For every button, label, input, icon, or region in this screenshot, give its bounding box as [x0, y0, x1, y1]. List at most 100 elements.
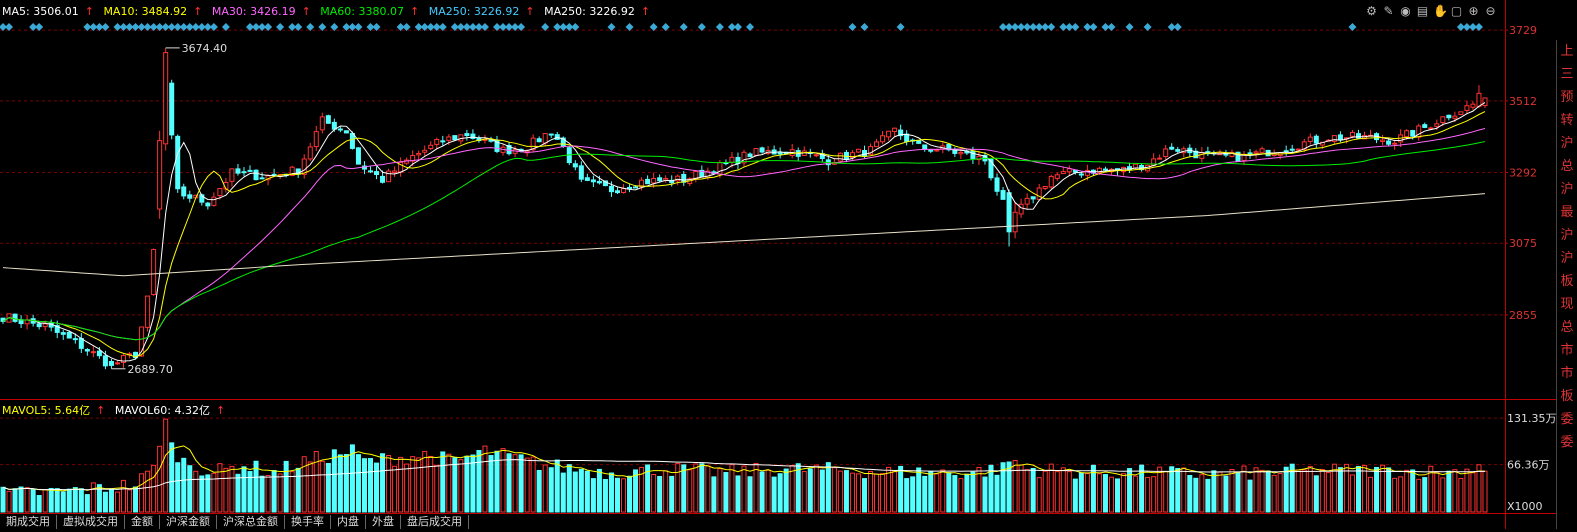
candle-body: [1030, 196, 1036, 200]
lock-icon[interactable]: ▢: [1450, 4, 1463, 18]
tab-0[interactable]: 期成交用: [0, 515, 57, 529]
tab-5[interactable]: 换手率: [285, 515, 331, 529]
volume-bar: [1127, 468, 1133, 513]
volume-bar: [590, 478, 596, 513]
hand-icon[interactable]: ✋: [1433, 4, 1448, 18]
volume-bar: [753, 462, 759, 513]
volume-bar: [1084, 473, 1090, 513]
signal-marker: [1143, 23, 1152, 31]
candle: [313, 125, 319, 152]
candle-body: [247, 169, 253, 172]
volume-bars: [0, 418, 1488, 513]
pen-icon[interactable]: ✎: [1383, 4, 1394, 18]
signal-marker: [1468, 23, 1477, 31]
candle: [175, 134, 181, 193]
ma-line-ma5: [2, 102, 1486, 362]
tab-3[interactable]: 沪深金额: [160, 515, 217, 529]
candle: [910, 138, 916, 145]
tab-6[interactable]: 内盘: [331, 515, 366, 529]
volume-bar: [651, 473, 657, 513]
candle-body: [1434, 123, 1440, 127]
extreme-annotation-label: 2689.70: [127, 363, 173, 376]
volume-bar: [657, 475, 663, 513]
candle: [572, 160, 578, 171]
candle: [1066, 165, 1072, 176]
volume-bar: [946, 472, 952, 513]
volume-bar: [90, 482, 96, 513]
volume-bar: [440, 451, 446, 513]
volume-bar: [1410, 469, 1416, 513]
volume-bar: [1235, 472, 1241, 513]
zoom-out-icon[interactable]: ⊖: [1485, 4, 1496, 18]
signal-marker: [372, 23, 381, 31]
candle: [849, 150, 855, 161]
volume-bar: [1211, 470, 1217, 513]
volume-bar: [1157, 466, 1163, 513]
candle: [904, 130, 910, 146]
signal-marker: [432, 23, 441, 31]
candle-body: [1380, 139, 1386, 142]
volume-bar: [1139, 464, 1145, 513]
candle-body: [1416, 125, 1422, 138]
volume-bar: [283, 460, 289, 513]
signal-marker: [294, 23, 303, 31]
candle-body: [114, 362, 120, 365]
right-panel-char: 委: [1560, 435, 1574, 450]
tab-1[interactable]: 虚拟成交用: [57, 515, 125, 529]
volume-bar: [663, 470, 669, 513]
candle-body: [651, 177, 657, 184]
volume-bar: [1452, 469, 1458, 513]
volume-bar: [518, 454, 524, 513]
volume-bar: [452, 457, 458, 513]
volume-bar: [1446, 470, 1452, 513]
zoom-in-icon[interactable]: ⊕: [1468, 4, 1479, 18]
signal-marker: [366, 23, 375, 31]
candle-body: [422, 149, 428, 153]
volume-bar: [0, 486, 6, 513]
volume-bar: [1392, 477, 1398, 513]
volume-bar: [1090, 464, 1096, 513]
volume-bar: [1482, 470, 1488, 513]
candle: [892, 127, 898, 137]
volume-bar: [970, 471, 976, 513]
volume-bar: [1012, 460, 1018, 513]
volume-bar: [789, 464, 795, 513]
volume-bar: [1072, 478, 1078, 513]
signal-marker: [649, 23, 658, 31]
tab-2[interactable]: 金额: [125, 515, 160, 529]
tab-4[interactable]: 沪深总金额: [217, 515, 285, 529]
candle-body: [1452, 115, 1458, 119]
candle-body: [1404, 130, 1410, 138]
candle: [614, 187, 621, 195]
candle-body: [572, 163, 578, 168]
volume-bar: [849, 472, 855, 513]
volume-bar: [1078, 472, 1084, 513]
signal-marker: [896, 23, 905, 31]
settings-icon[interactable]: ⚙: [1366, 4, 1377, 18]
print-icon[interactable]: ▤: [1416, 4, 1429, 18]
volume-bar: [536, 469, 542, 513]
volume-bar: [392, 465, 398, 513]
tab-7[interactable]: 外盘: [366, 515, 401, 529]
candle-body: [892, 127, 898, 132]
candle-body: [1133, 163, 1139, 169]
price-indicator-legend: MA5: 3506.01 ↑ MA10: 3484.92 ↑ MA30: 3426.…: [2, 5, 656, 18]
signal-marker: [1017, 23, 1026, 31]
candle-body: [259, 177, 265, 180]
eye-icon[interactable]: ◉: [1400, 4, 1411, 18]
volume-bar: [217, 463, 223, 513]
candle-body: [175, 135, 181, 190]
volume-bar: [506, 453, 512, 513]
tab-8[interactable]: 盘后成交用: [401, 515, 469, 529]
candle-body: [205, 202, 211, 207]
volume-bar: [151, 464, 157, 513]
candle-body: [157, 140, 163, 210]
volume-bar: [241, 466, 247, 513]
volume-bar: [289, 471, 295, 513]
signal-marker: [252, 23, 261, 31]
volume-bar: [247, 471, 253, 513]
signal-marker: [1474, 23, 1483, 31]
volume-bar: [1319, 468, 1325, 513]
